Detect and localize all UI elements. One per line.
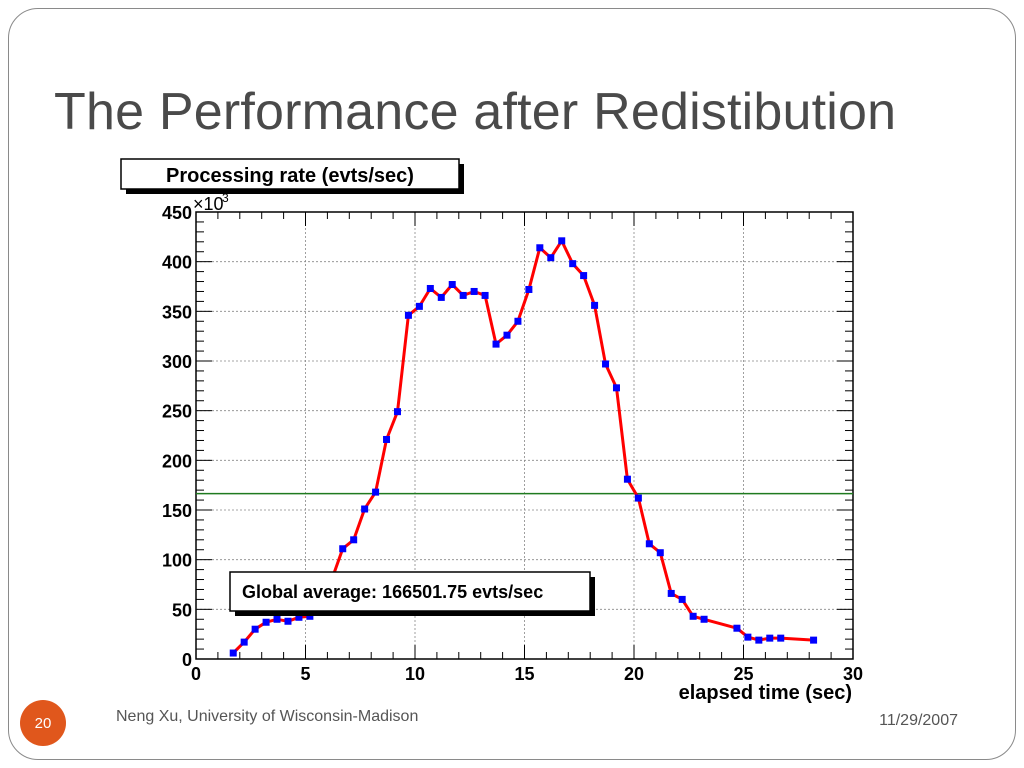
data-point xyxy=(547,254,555,262)
data-point xyxy=(744,633,752,641)
data-point xyxy=(733,624,741,632)
data-point xyxy=(766,634,774,642)
data-point xyxy=(755,636,763,644)
data-point xyxy=(689,612,697,620)
data-point xyxy=(393,408,401,416)
chart-title-box xyxy=(120,158,460,190)
data-point xyxy=(514,317,522,325)
data-point xyxy=(383,435,391,443)
data-point xyxy=(426,284,434,292)
data-point xyxy=(229,649,237,657)
footer-date: 11/29/2007 xyxy=(879,712,958,729)
series-layer xyxy=(229,237,818,657)
x-tick-label: 5 xyxy=(300,664,310,684)
x-tick-label: 25 xyxy=(733,664,753,684)
data-point xyxy=(656,549,664,557)
data-point xyxy=(645,540,653,548)
data-point xyxy=(240,638,248,646)
x-tick-label: 10 xyxy=(405,664,425,684)
data-point xyxy=(678,595,686,603)
data-point xyxy=(415,302,423,310)
data-point xyxy=(810,636,818,644)
x-tick-label: 0 xyxy=(191,664,201,684)
data-point xyxy=(667,589,675,597)
y-tick-label: 400 xyxy=(162,253,192,273)
data-point xyxy=(777,634,785,642)
y-tick-label: 150 xyxy=(162,501,192,521)
y-tick-label: 300 xyxy=(162,352,192,372)
data-point xyxy=(284,617,292,625)
data-point xyxy=(634,494,642,502)
data-point xyxy=(558,237,566,245)
data-point xyxy=(591,301,599,309)
data-point xyxy=(350,536,358,544)
data-point xyxy=(602,360,610,368)
x-tick-label: 20 xyxy=(624,664,644,684)
data-point xyxy=(492,340,500,348)
y-multiplier-exponent: 3 xyxy=(222,191,229,205)
data-point xyxy=(339,545,347,553)
y-tick-label: 350 xyxy=(162,302,192,322)
data-point xyxy=(503,331,511,339)
axis-ticks xyxy=(195,211,854,660)
chart-title: Processing rate (evts/sec) xyxy=(166,165,414,187)
global-average-annotation: Global average: 166501.75 evts/sec xyxy=(242,582,543,602)
data-point xyxy=(262,618,270,626)
y-tick-label: 100 xyxy=(162,551,192,571)
data-point xyxy=(612,384,620,392)
x-axis-label: elapsed time (sec) xyxy=(679,682,852,704)
data-point xyxy=(580,272,588,280)
data-point xyxy=(361,505,369,513)
x-tick-label: 15 xyxy=(514,664,534,684)
data-point xyxy=(273,615,281,623)
data-point xyxy=(295,613,303,621)
data-point xyxy=(525,285,533,293)
data-point xyxy=(470,287,478,295)
y-tick-label: 50 xyxy=(172,600,192,620)
slide-number-badge: 20 xyxy=(20,700,66,746)
y-tick-label: 250 xyxy=(162,402,192,422)
y-tick-label: 200 xyxy=(162,451,192,471)
data-point xyxy=(306,612,314,620)
annotation-box xyxy=(229,571,591,612)
data-point xyxy=(251,625,259,633)
x-tick-label: 30 xyxy=(843,664,863,684)
data-point xyxy=(437,293,445,301)
data-point xyxy=(459,291,467,299)
y-tick-label: 0 xyxy=(182,650,192,670)
y-tick-label: 450 xyxy=(162,203,192,223)
data-point xyxy=(623,475,631,483)
data-point xyxy=(700,615,708,623)
footer-author: Neng Xu, University of Wisconsin-Madison xyxy=(116,708,419,725)
data-point xyxy=(569,260,577,268)
data-point xyxy=(448,281,456,289)
y-multiplier-label: ×10 xyxy=(193,194,224,214)
data-point xyxy=(481,291,489,299)
data-point xyxy=(404,311,412,319)
slide-title: The Performance after Redistibution xyxy=(54,83,897,141)
data-point xyxy=(536,244,544,252)
data-point xyxy=(372,488,380,496)
